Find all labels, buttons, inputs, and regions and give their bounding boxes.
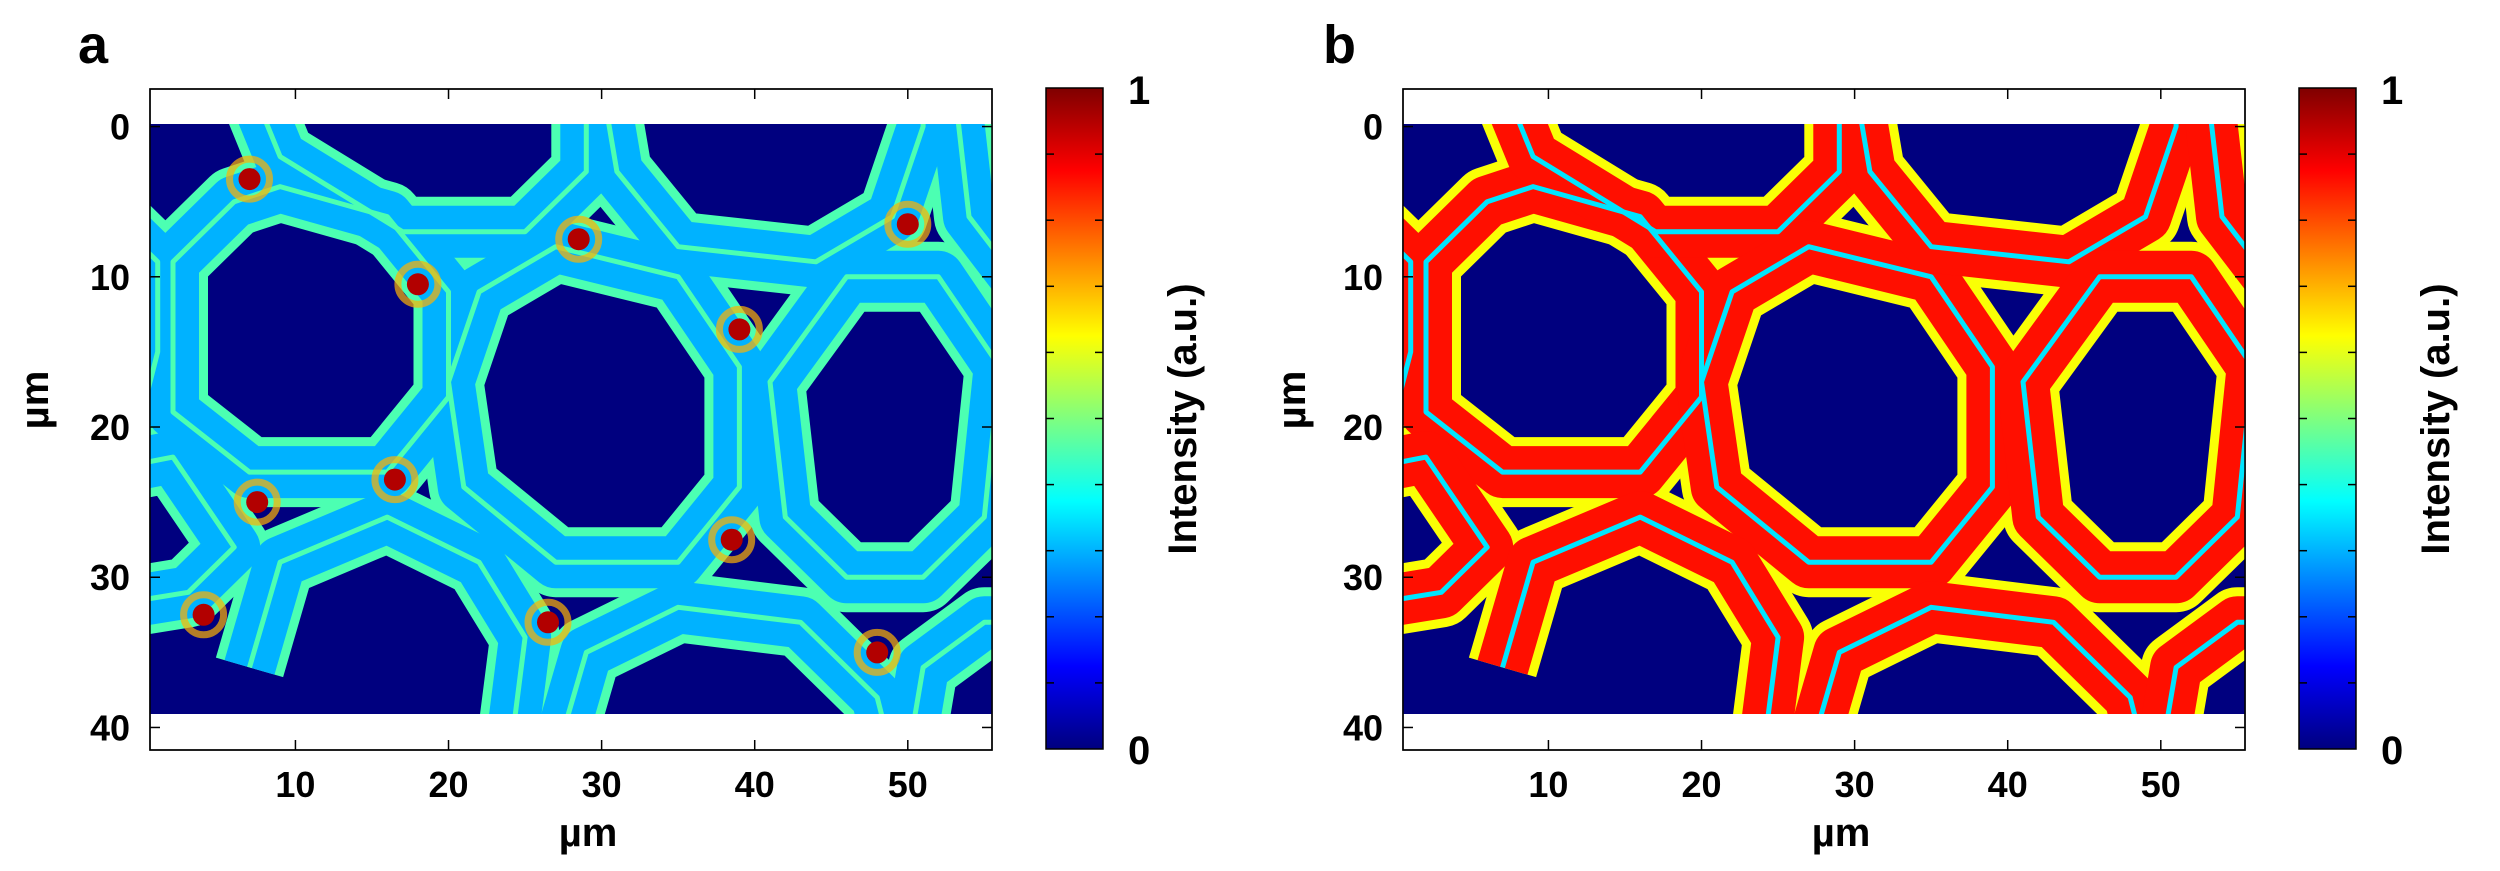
- hotspot-halo: [715, 305, 763, 353]
- middle-lamella: [247, 514, 528, 714]
- colorbar: [2298, 87, 2357, 750]
- hotspot-marker: [192, 603, 215, 626]
- hotspot-halo: [180, 591, 228, 639]
- cell-wall: [150, 217, 184, 419]
- heatmap-image: [150, 124, 992, 714]
- hotspot-marker: [896, 213, 919, 236]
- middle-lamella: [1500, 514, 1781, 714]
- x-tick-label: 20: [1682, 764, 1722, 805]
- colorbar-label: Intensity (a.u.): [2414, 283, 2458, 554]
- y-tick-label: 20: [90, 407, 130, 448]
- hotspot-halo: [555, 215, 603, 263]
- middle-lamella: [170, 184, 451, 475]
- hotspot-marker: [238, 168, 261, 191]
- middle-lamella: [2165, 619, 2245, 714]
- cell-wall-edge: [1403, 205, 1446, 421]
- y-axis-label: µm: [1270, 371, 1314, 430]
- hotspot-marker: [728, 318, 751, 341]
- middle-lamella: [955, 124, 992, 251]
- x-tick-label: 10: [275, 764, 315, 805]
- y-tick-label: 40: [1343, 707, 1383, 748]
- middle-lamella: [1859, 124, 2179, 265]
- x-tick-label: 30: [1835, 764, 1875, 805]
- colorbar-max-label: 1: [2381, 69, 2403, 113]
- hotspot-halo: [394, 260, 442, 308]
- cell-wall: [1403, 217, 1437, 419]
- middle-lamella: [150, 454, 237, 602]
- y-tick-label: 30: [90, 557, 130, 598]
- hotspot-marker: [720, 528, 743, 551]
- middle-lamella: [912, 619, 992, 714]
- middle-lamella: [2208, 124, 2245, 251]
- middle-lamella: [150, 250, 161, 393]
- middle-lamella: [2020, 274, 2245, 580]
- y-tick-label: 10: [1343, 257, 1383, 298]
- middle-lamella: [1517, 124, 1842, 235]
- middle-lamella: [1699, 244, 1995, 565]
- hotspot-halo: [708, 516, 756, 564]
- colorbar-min-label: 0: [1128, 729, 1150, 773]
- hotspot-marker: [537, 611, 559, 634]
- panel-b: b 10 20 30 40 50 0 10 20 30 40 µm µm 1 0 Intensi…: [1270, 15, 2458, 855]
- middle-lamella: [1403, 250, 1414, 393]
- middle-lamella: [264, 124, 589, 235]
- middle-lamella: [767, 274, 992, 580]
- x-tick-label: 50: [2141, 764, 2181, 805]
- x-tick-label: 40: [735, 764, 775, 805]
- y-tick-label: 30: [1343, 557, 1383, 598]
- x-axis-label: µm: [1812, 811, 1871, 855]
- hotspot-marker: [246, 491, 269, 514]
- colorbar-min-label: 0: [2381, 729, 2403, 773]
- x-tick-label: 10: [1528, 764, 1568, 805]
- panel-label: b: [1323, 15, 1356, 75]
- x-tick-label: 40: [1988, 764, 2028, 805]
- x-tick-label: 20: [429, 764, 469, 805]
- middle-lamella: [1403, 454, 1490, 602]
- hotspot-halo: [371, 456, 419, 504]
- x-tick-label: 50: [888, 764, 928, 805]
- hotspot-halo: [226, 155, 273, 203]
- y-axis-label: µm: [13, 371, 57, 430]
- hotspot-marker: [406, 273, 429, 296]
- hotspot-halo: [853, 628, 901, 676]
- y-tick-label: 0: [1363, 107, 1383, 148]
- x-axis-label: µm: [559, 811, 618, 855]
- colorbar: [1045, 87, 1104, 750]
- middle-lamella: [1818, 604, 2138, 714]
- hotspot-marker: [383, 468, 406, 491]
- middle-lamella: [1423, 184, 1704, 475]
- colorbar-max-label: 1: [1128, 69, 1150, 113]
- hotspot-halo: [233, 478, 281, 526]
- y-tick-label: 10: [90, 257, 130, 298]
- cell-wall-edge: [150, 205, 193, 421]
- hotspot-marker: [866, 641, 889, 664]
- colorbar-label: Intensity (a.u.): [1161, 283, 1205, 554]
- heatmap-image: [1403, 124, 2245, 714]
- hotspot-halo: [884, 200, 932, 248]
- y-tick-label: 40: [90, 707, 130, 748]
- panel-a: a 10 20 30 40 50 0 10 20 30 40 µm µm 1 0 Intensi…: [13, 15, 1205, 855]
- panel-label: a: [78, 15, 109, 75]
- x-tick-label: 30: [582, 764, 622, 805]
- y-tick-label: 0: [110, 107, 130, 148]
- y-tick-label: 20: [1343, 407, 1383, 448]
- middle-lamella: [446, 244, 742, 565]
- hotspot-marker: [567, 228, 590, 251]
- hotspot-halo: [524, 598, 572, 646]
- middle-lamella: [565, 604, 885, 714]
- middle-lamella: [606, 124, 926, 265]
